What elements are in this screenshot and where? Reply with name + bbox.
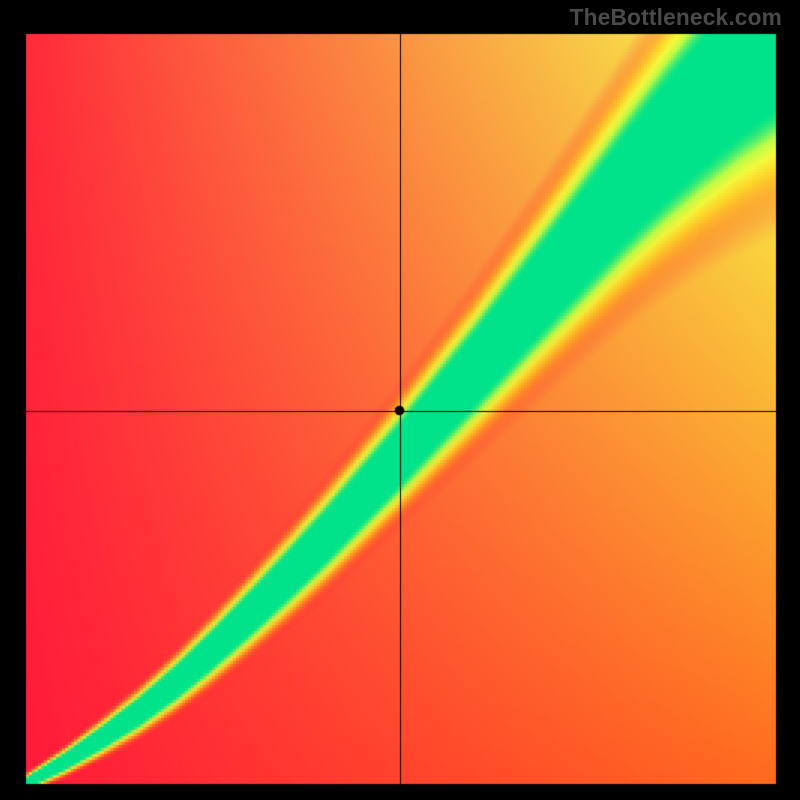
watermark-text: TheBottleneck.com bbox=[570, 4, 782, 31]
bottleneck-heatmap bbox=[0, 0, 800, 800]
chart-stage: { "watermark": { "text": "TheBottleneck.… bbox=[0, 0, 800, 800]
